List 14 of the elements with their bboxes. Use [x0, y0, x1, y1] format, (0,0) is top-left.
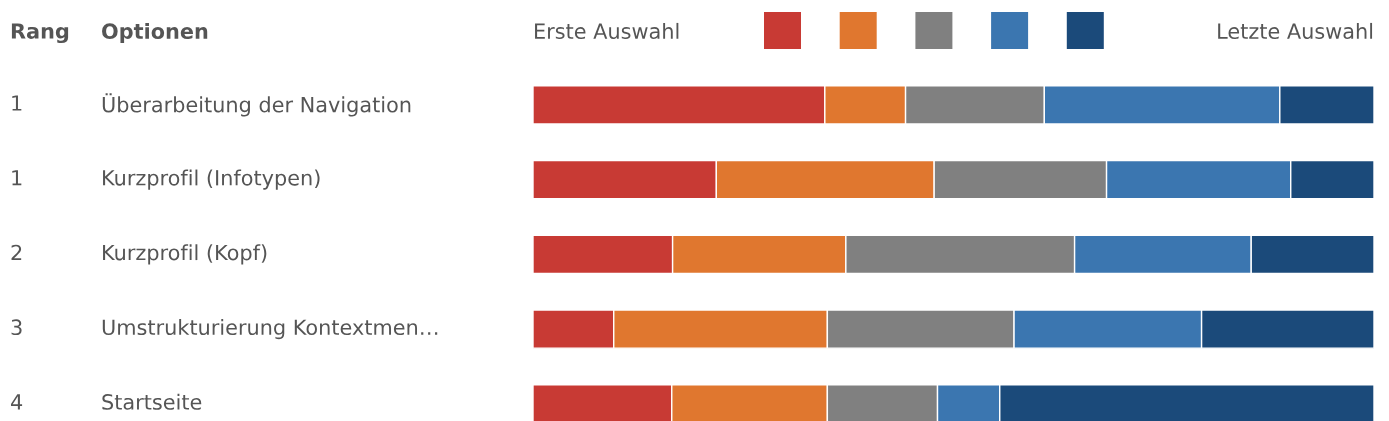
text: 1	[12, 170, 22, 186]
text: 4	[11, 394, 23, 410]
text: 2	[11, 244, 22, 261]
y-tick-label: Kurzprofil (Kopf)	[103, 244, 267, 265]
y-tick-label: Startseite	[102, 393, 202, 410]
text: Rang	[11, 23, 69, 44]
text: 3	[11, 319, 22, 336]
text: Erste Auswahl	[535, 22, 679, 40]
text: Optionen	[102, 22, 208, 44]
text: Letzte Auswahl	[1218, 22, 1373, 40]
text: 1	[12, 95, 22, 111]
y-tick-label: Überarbeitung der Navigation	[102, 93, 411, 117]
y-tick-label: Kurzprofil (Infotypen)	[103, 169, 320, 190]
y-tick-label: Umstrukturierung Kontextmen…	[102, 318, 438, 340]
